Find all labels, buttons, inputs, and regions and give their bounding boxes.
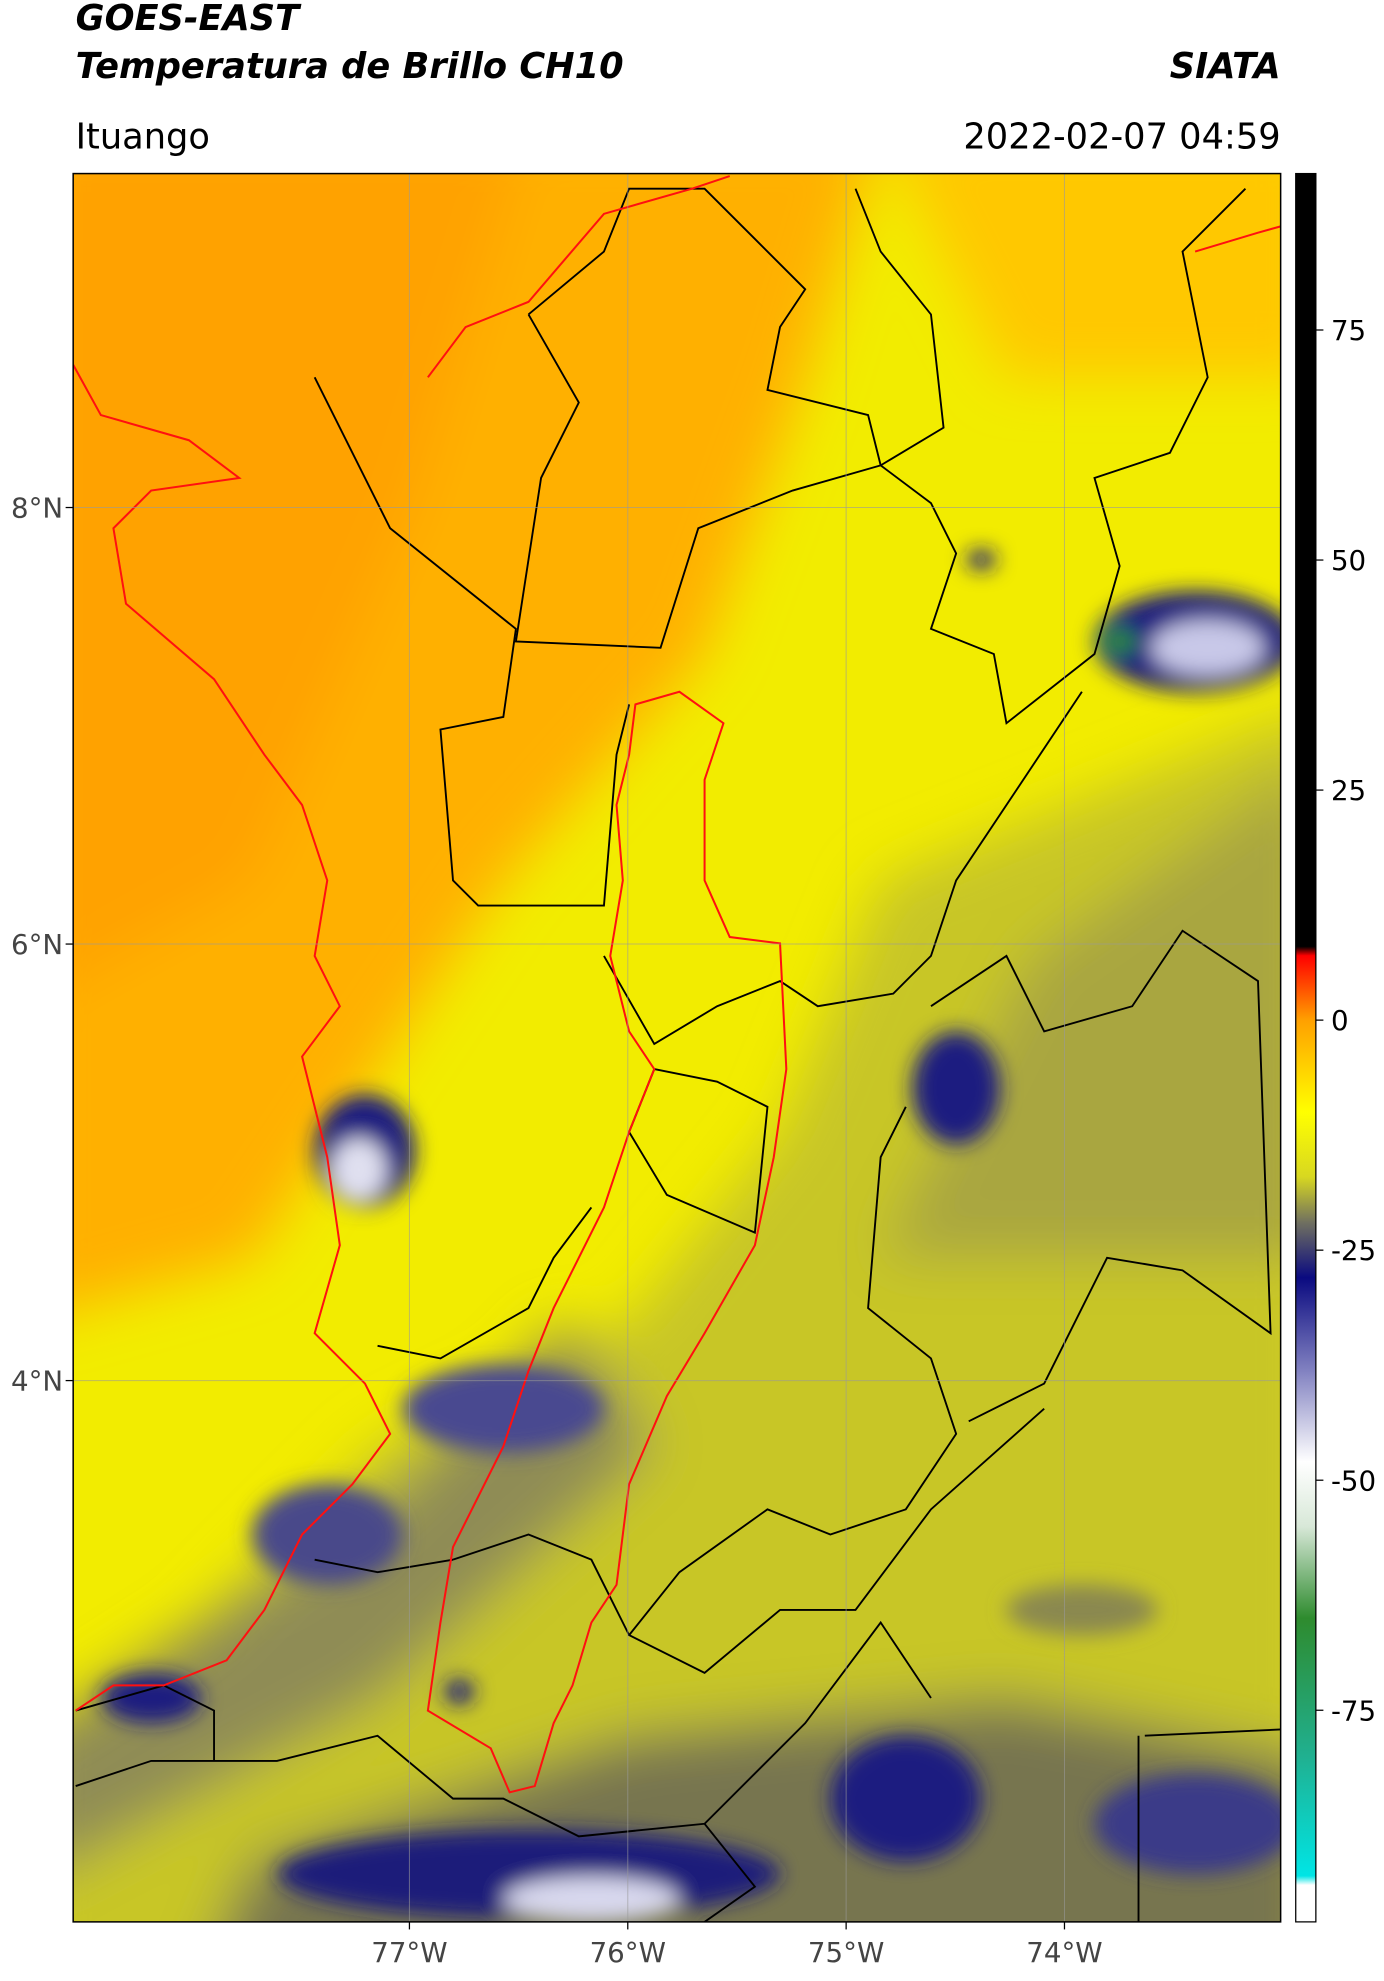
map-frame xyxy=(72,172,1282,1923)
subtitle: Temperatura de Brillo CH10 xyxy=(76,46,624,87)
colorbar-axis: 75 50 25 0 -25 -50 -75 xyxy=(1315,314,1376,1727)
datetime: 2022-02-07 04:59 xyxy=(963,116,1280,157)
axes: 77°W 76°W 75°W 74°W 8°N 6°N 4°N xyxy=(11,492,1103,1970)
colorbar-tick-label: 25 xyxy=(1331,774,1366,807)
x-tick-label: 75°W xyxy=(808,1936,884,1969)
colorbar-tick-label: 0 xyxy=(1331,1004,1349,1037)
x-tick-label: 76°W xyxy=(590,1936,666,1969)
borders xyxy=(75,187,1281,1922)
warm-field xyxy=(73,173,1281,1308)
colorbar-tick-label: 75 xyxy=(1331,314,1366,347)
graticule xyxy=(73,173,1281,1922)
map-imagery xyxy=(73,173,1281,1922)
title: GOES-EAST xyxy=(76,0,302,39)
cloud-tops xyxy=(100,549,1281,1922)
colorbar-tick-label: 50 xyxy=(1331,544,1366,577)
source: SIATA xyxy=(1170,46,1281,87)
x-tick-label: 74°W xyxy=(1026,1936,1102,1969)
y-tick-label: 4°N xyxy=(11,1365,63,1398)
coastline-and-basin xyxy=(73,175,1281,1794)
colorbar-tick-label: -25 xyxy=(1331,1234,1376,1267)
y-tick-label: 8°N xyxy=(11,492,63,525)
location: Ituango xyxy=(76,116,210,157)
colorbar-tick-label: -75 xyxy=(1331,1694,1376,1727)
y-tick-label: 6°N xyxy=(11,928,63,961)
colorbar-tick-label: -50 xyxy=(1331,1464,1376,1497)
colorbar xyxy=(1295,172,1317,1923)
x-tick-label: 77°W xyxy=(371,1936,447,1969)
